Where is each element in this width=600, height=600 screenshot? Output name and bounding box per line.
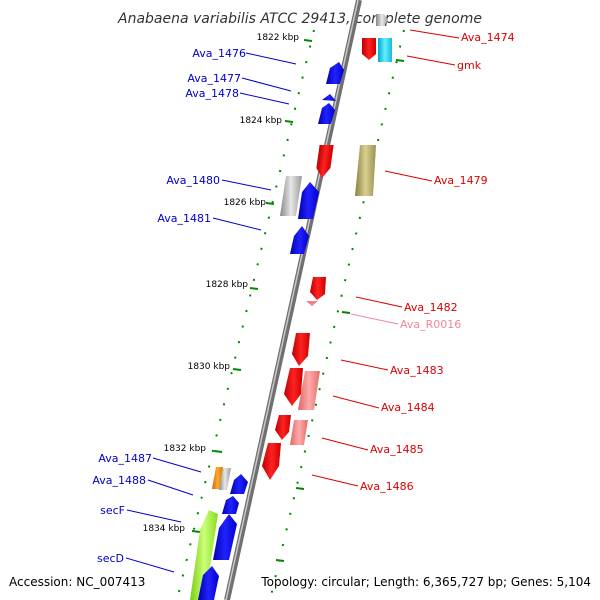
tick-label-1830: 1830 kbp: [188, 362, 231, 372]
gene-secf-small[interactable]: [222, 496, 239, 514]
gene-ava-1474[interactable]: [362, 38, 376, 60]
gene-secd[interactable]: [213, 514, 237, 560]
label-ava-1476[interactable]: Ava_1476: [192, 47, 246, 60]
gene-ava-r0016[interactable]: [306, 301, 318, 306]
gene-ava-1481[interactable]: [290, 226, 309, 254]
gene-ava-1488[interactable]: [230, 474, 248, 494]
accession-text: Accession: NC_007413: [9, 575, 145, 589]
scale-ticks: [191, 39, 405, 562]
forward-leader-lines: [125, 52, 297, 573]
gene-ava-1477[interactable]: [322, 94, 336, 101]
label-ava-1477[interactable]: Ava_1477: [187, 72, 241, 85]
label-ava-1481[interactable]: Ava_1481: [157, 212, 211, 225]
tick-label-1832: 1832 kbp: [164, 444, 207, 454]
gene-ava-1487[interactable]: [219, 468, 231, 490]
gene-ava-1485-red[interactable]: [275, 415, 291, 440]
reverse-leader-lines: [311, 29, 460, 487]
genome-backbone-highlight: [225, 0, 359, 600]
forward-scale-guide: [176, 29, 315, 600]
topology-text: Topology: circular; Length: 6,365,727 bp…: [260, 575, 591, 589]
tick-label-1826: 1826 kbp: [224, 198, 267, 208]
gene-ava-1478[interactable]: [318, 103, 335, 124]
tick-label-1834: 1834 kbp: [143, 524, 186, 534]
label-ava-1480[interactable]: Ava_1480: [166, 174, 220, 187]
rna-leader-line: [350, 313, 399, 325]
reverse-scale-guide: [269, 29, 405, 600]
gene-ava-1479[interactable]: [355, 145, 376, 196]
label-ava-1474[interactable]: Ava_1474: [461, 31, 515, 44]
label-secd[interactable]: secD: [97, 552, 124, 565]
tick-label-1824: 1824 kbp: [240, 116, 283, 126]
gene-secf[interactable]: [190, 510, 218, 600]
label-ava-1478[interactable]: Ava_1478: [185, 87, 239, 100]
gene-ava-1480[interactable]: [298, 182, 319, 219]
label-ava-1483[interactable]: Ava_1483: [390, 364, 444, 377]
gene-ava-1480-grey[interactable]: [280, 176, 302, 216]
gene-secd-lower[interactable]: [198, 566, 219, 600]
genome-backbone: [224, 0, 362, 600]
gene-ava-1476[interactable]: [326, 62, 344, 84]
gene-ava-1485[interactable]: [290, 420, 308, 445]
label-ava-r0016[interactable]: Ava_R0016: [400, 318, 461, 331]
label-gmk[interactable]: gmk: [457, 59, 482, 72]
label-ava-1484[interactable]: Ava_1484: [381, 401, 435, 414]
label-ava-1482[interactable]: Ava_1482: [404, 301, 458, 314]
gene-ava-1484[interactable]: [298, 371, 320, 410]
gene-ava-1486[interactable]: [262, 443, 281, 480]
tick-label-1828: 1828 kbp: [206, 280, 249, 290]
gene-ava-1483[interactable]: [284, 368, 303, 406]
map-title: Anabaena variabilis ATCC 29413, complete…: [117, 11, 482, 27]
label-secf[interactable]: secF: [100, 504, 125, 517]
label-ava-1485[interactable]: Ava_1485: [370, 443, 424, 456]
label-ava-1486[interactable]: Ava_1486: [360, 480, 414, 493]
gene-ava-1482[interactable]: [310, 277, 326, 300]
gene-ava-1479-red[interactable]: [315, 145, 334, 178]
gene-ava-1483-red[interactable]: [292, 333, 310, 366]
label-ava-1488[interactable]: Ava_1488: [92, 474, 146, 487]
gene-gmk[interactable]: [378, 38, 392, 62]
tick-label-1822: 1822 kbp: [257, 33, 300, 43]
label-ava-1479[interactable]: Ava_1479: [434, 174, 488, 187]
label-ava-1487[interactable]: Ava_1487: [98, 452, 152, 465]
gene-partial-top[interactable]: [376, 14, 388, 26]
